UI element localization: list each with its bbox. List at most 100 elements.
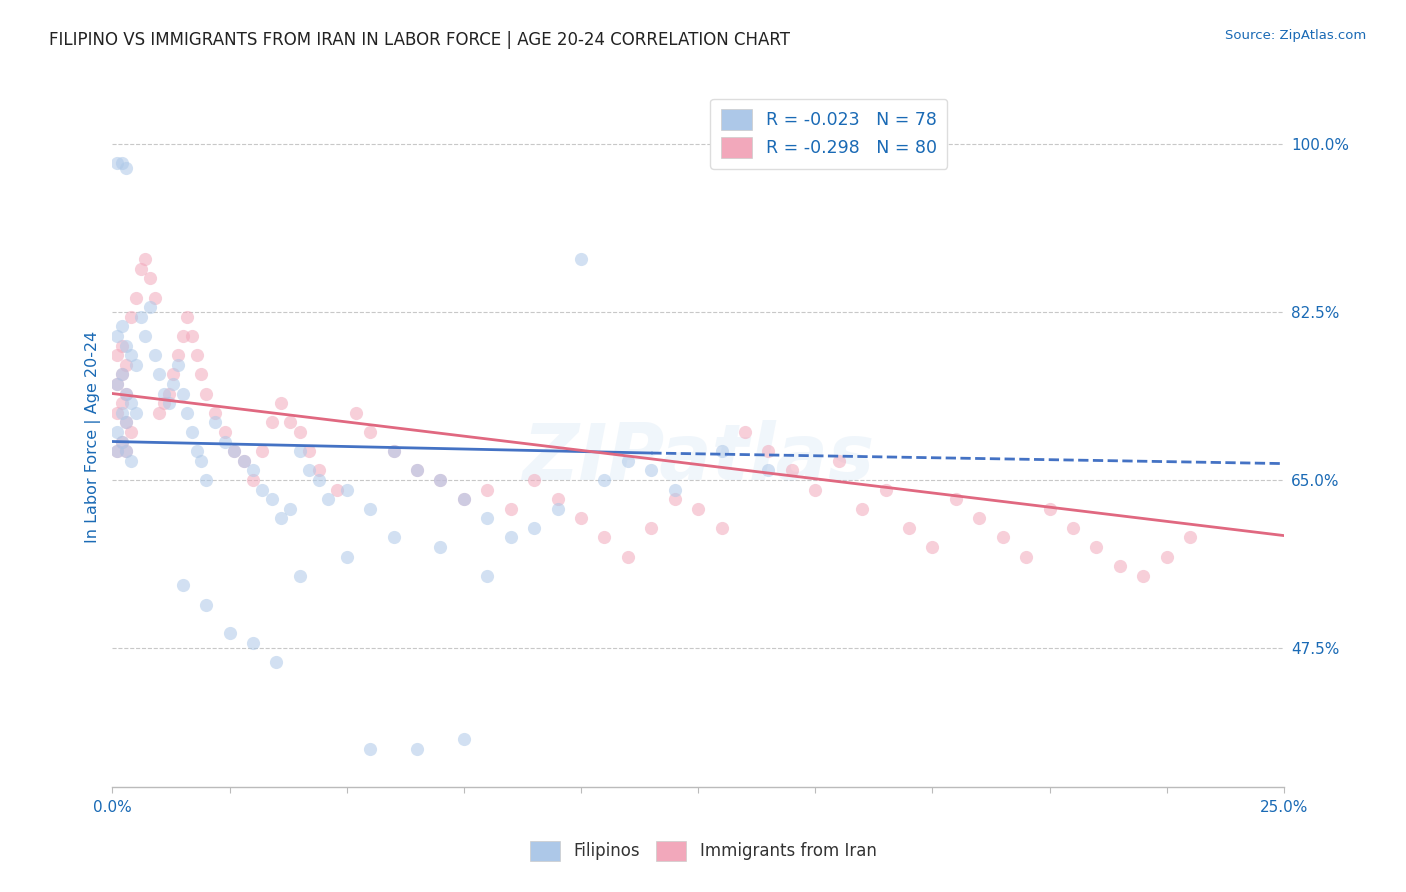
Point — [382, 444, 405, 458]
Point — [105, 406, 128, 420]
Point — [359, 741, 381, 756]
Point — [1156, 549, 1178, 564]
Point — [260, 415, 283, 429]
Point — [280, 415, 302, 429]
Point — [214, 425, 236, 439]
Point — [547, 492, 569, 507]
Point — [734, 425, 756, 439]
Point — [195, 598, 218, 612]
Point — [120, 348, 142, 362]
Point — [523, 521, 546, 535]
Point — [111, 434, 134, 449]
Point — [105, 348, 128, 362]
Point — [172, 578, 194, 592]
Point — [569, 511, 592, 525]
Point — [143, 348, 166, 362]
Point — [111, 368, 134, 382]
Point — [111, 406, 134, 420]
Point — [499, 501, 522, 516]
Point — [406, 463, 429, 477]
Point — [1108, 559, 1130, 574]
Point — [898, 521, 921, 535]
Point — [270, 396, 292, 410]
Point — [593, 531, 616, 545]
Point — [125, 358, 148, 372]
Point — [134, 252, 156, 267]
Point — [758, 444, 780, 458]
Point — [129, 310, 152, 324]
Point — [139, 300, 162, 314]
Point — [453, 492, 475, 507]
Point — [945, 492, 967, 507]
Point — [828, 453, 851, 467]
Point — [429, 473, 451, 487]
Point — [111, 396, 134, 410]
Point — [167, 358, 190, 372]
Point — [214, 434, 236, 449]
Text: Source: ZipAtlas.com: Source: ZipAtlas.com — [1226, 29, 1367, 42]
Text: ZIPatlas: ZIPatlas — [522, 420, 875, 496]
Point — [288, 444, 311, 458]
Point — [172, 386, 194, 401]
Point — [664, 483, 686, 497]
Point — [336, 549, 359, 564]
Point — [316, 492, 339, 507]
Point — [157, 386, 180, 401]
Point — [105, 444, 128, 458]
Point — [1039, 501, 1062, 516]
Point — [105, 444, 128, 458]
Point — [153, 386, 176, 401]
Point — [105, 156, 128, 170]
Point — [181, 425, 204, 439]
Point — [1132, 569, 1154, 583]
Point — [148, 368, 170, 382]
Point — [477, 511, 499, 525]
Point — [617, 453, 640, 467]
Point — [252, 483, 274, 497]
Point — [1015, 549, 1038, 564]
Point — [120, 310, 142, 324]
Point — [120, 396, 142, 410]
Point — [1062, 521, 1084, 535]
Point — [593, 473, 616, 487]
Point — [176, 406, 198, 420]
Point — [190, 368, 212, 382]
Point — [991, 531, 1014, 545]
Point — [111, 156, 134, 170]
Point — [336, 483, 359, 497]
Point — [242, 636, 264, 650]
Point — [143, 291, 166, 305]
Point — [181, 329, 204, 343]
Point — [204, 415, 226, 429]
Point — [111, 434, 134, 449]
Point — [617, 549, 640, 564]
Point — [162, 376, 184, 391]
Point — [157, 396, 180, 410]
Point — [804, 483, 827, 497]
Point — [266, 655, 288, 669]
Point — [710, 521, 733, 535]
Point — [523, 473, 546, 487]
Point — [298, 463, 321, 477]
Legend: Filipinos, Immigrants from Iran: Filipinos, Immigrants from Iran — [523, 834, 883, 868]
Point — [105, 376, 128, 391]
Point — [139, 271, 162, 285]
Point — [664, 492, 686, 507]
Point — [204, 406, 226, 420]
Text: FILIPINO VS IMMIGRANTS FROM IRAN IN LABOR FORCE | AGE 20-24 CORRELATION CHART: FILIPINO VS IMMIGRANTS FROM IRAN IN LABO… — [49, 31, 790, 49]
Point — [453, 492, 475, 507]
Point — [688, 501, 710, 516]
Point — [308, 463, 330, 477]
Point — [242, 473, 264, 487]
Point — [115, 161, 138, 175]
Point — [308, 473, 330, 487]
Point — [260, 492, 283, 507]
Point — [218, 626, 240, 640]
Point — [167, 348, 190, 362]
Point — [134, 329, 156, 343]
Point — [429, 473, 451, 487]
Point — [195, 386, 218, 401]
Point — [195, 473, 218, 487]
Point — [148, 406, 170, 420]
Point — [406, 463, 429, 477]
